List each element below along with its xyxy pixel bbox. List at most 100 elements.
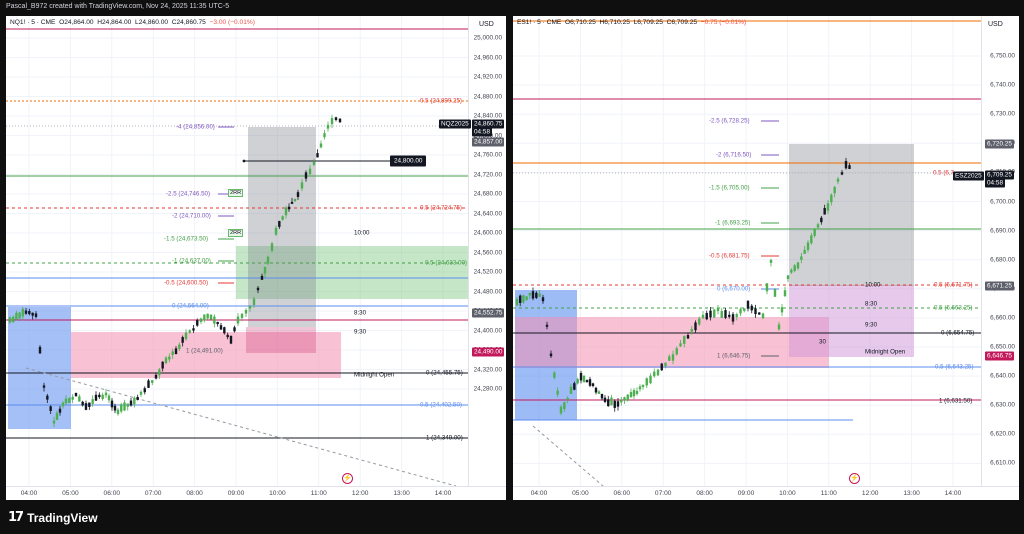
nq-price-scale[interactable]: USD 25,000.00 24,960.00 24,920.00 24,880.00… [468, 16, 506, 486]
candle-body [120, 404, 123, 412]
fib-level-label[interactable]: 1 (24,349.00) [426, 434, 463, 442]
time-mark-label: 8:30 [354, 309, 367, 317]
tradingview-logo[interactable]: 17 TradingView [8, 510, 98, 525]
candle-body [731, 314, 735, 322]
candle-body [566, 397, 569, 401]
price-tick-label: 24,480.00 [473, 288, 502, 295]
fib-level-label[interactable]: 0.5 (6,663.25) [934, 304, 973, 312]
change-value: −0.75 (−0.01%) [700, 19, 747, 26]
fib-level-label[interactable]: -2.5 (6,728.25) [709, 117, 750, 125]
fib-level-label[interactable]: -1 (24,637.00) [172, 257, 211, 265]
candle-body [816, 224, 820, 228]
candle-body [81, 401, 84, 406]
candle-body [591, 383, 595, 387]
fib-level-label[interactable]: 0.5 (6,7 [933, 169, 954, 177]
candle-body [671, 354, 675, 361]
candle-body [786, 275, 790, 279]
box-top-tag: 24,857.00 [472, 137, 505, 147]
time-tick-label: 14:00 [434, 490, 452, 497]
fib-level-label[interactable]: -1 (6,693.25) [715, 219, 751, 227]
candle-body [765, 283, 769, 292]
candle-body [610, 397, 613, 406]
candle-body [91, 399, 94, 404]
fib-level-label[interactable]: 0.5 (24,633.00) [425, 259, 467, 267]
candle-body [49, 406, 52, 411]
candle-body [576, 379, 579, 384]
fib-level-label[interactable]: 0 (6,670.00) [717, 285, 751, 293]
candle-body [178, 344, 181, 349]
fib-level-label[interactable]: 0 (6,654.75) [941, 329, 975, 337]
fib-level-label[interactable]: -0.5 (24,600.50) [164, 279, 209, 287]
candle-body [61, 402, 65, 407]
es-chart-canvas[interactable] [513, 16, 1019, 500]
close-value: C24,860.75 [171, 19, 206, 26]
candle-body [793, 265, 796, 271]
rr-badge[interactable]: 2RR [228, 189, 244, 197]
candle-body [790, 269, 793, 273]
candle-body [287, 206, 291, 210]
candle-body [256, 287, 260, 291]
candle-body [769, 259, 773, 263]
price-tick-label: 6,680.00 [990, 256, 1015, 264]
time-mark-label: 9:30 [865, 321, 878, 329]
fib-level-label[interactable]: -1.5 (6,705.00) [709, 184, 750, 192]
nq-chart-canvas[interactable] [6, 16, 506, 500]
candle-body [653, 371, 656, 377]
candle-body [525, 296, 528, 301]
price-tick-label: 6,620.00 [990, 430, 1015, 438]
fib-level-label[interactable]: -2.5 (24,746.50) [166, 190, 211, 198]
candle-body [773, 289, 777, 297]
fib-level-label[interactable]: 1 (24,491.00) [186, 347, 223, 355]
fib-level-label[interactable]: 0 (24,564.00) [172, 302, 209, 310]
candle-body [820, 217, 823, 223]
nq-time-axis[interactable]: 04:00 05:00 06:00 07:00 08:00 09:00 10:00 11:00… [6, 486, 506, 500]
candle-body [308, 168, 312, 175]
fib-level-label[interactable]: 0.5 (24,402.50) [420, 401, 462, 409]
candle-body [743, 308, 746, 311]
price-tick-label: 6,640.00 [990, 372, 1015, 380]
candle-body [266, 256, 270, 264]
candle-body [330, 118, 334, 125]
candle-body [522, 295, 525, 303]
candle-body [746, 300, 750, 309]
low-value: L24,860.00 [135, 19, 169, 26]
candle-body [840, 172, 844, 175]
candle-body [709, 310, 712, 318]
candle-body [515, 298, 519, 306]
candle-body [248, 305, 252, 309]
trend-line [25, 367, 457, 487]
fib-level-label[interactable]: 0.5 (6,671.75) [934, 281, 973, 289]
fib-level-label[interactable]: -1.5 (24,673.50) [164, 235, 209, 243]
fib-level-label[interactable]: 0.5 (24,724.75) [420, 204, 462, 212]
nq-chart-pane[interactable]: NQ1! · 5 · CME O24,864.00 H24,864.00 L24… [6, 16, 506, 500]
es-chart-pane[interactable]: ES1! · 5 · CME O6,710.25 H6,710.25 L6,70… [513, 16, 1019, 500]
candle-body [334, 117, 338, 120]
fib-level-label[interactable]: 0.5 (6,643.25) [935, 363, 974, 371]
candle-body [174, 348, 178, 354]
es-time-axis[interactable]: 04:00 05:00 06:00 07:00 08:00 09:00 10:00 11:00… [513, 486, 1019, 500]
candle-body [716, 307, 720, 312]
price-tick-label: 6,730.00 [990, 110, 1015, 118]
level-tag: 24,490.00 [472, 347, 505, 357]
rr-badge[interactable]: 2RR [228, 229, 244, 237]
candle-body [724, 310, 727, 318]
fib-level-label[interactable]: -4 (24,856.00) [176, 123, 215, 131]
fib-level-label[interactable]: 0 (24,455.75) [426, 369, 463, 377]
fib-level-label[interactable]: -2 (6,716.50) [716, 151, 752, 159]
replay-icon[interactable]: ⚡ [849, 473, 860, 484]
candle-body [107, 395, 111, 401]
fib-level-label[interactable]: 1 (6,631.50) [939, 397, 973, 405]
fib-level-label[interactable]: -0.5 (6,681.75) [709, 252, 750, 260]
candle-body [12, 316, 15, 322]
time-tick-label: 07:00 [654, 490, 672, 497]
replay-icon[interactable]: ⚡ [342, 473, 353, 484]
candle-body [252, 298, 256, 305]
candle-body [219, 325, 223, 330]
fib-level-label[interactable]: 0.5 (24,899.25) [420, 97, 462, 105]
fib-level-label[interactable]: -2 (24,710.00) [172, 212, 211, 220]
candle-body [803, 249, 806, 254]
candle-body [296, 192, 300, 198]
fib-level-label[interactable]: 1 (6,646.75) [717, 352, 751, 360]
price-tick-label: 24,720.00 [473, 171, 502, 178]
es-price-scale[interactable]: USD 6,750.006,740.006,730.006,720.006,71… [981, 16, 1019, 486]
